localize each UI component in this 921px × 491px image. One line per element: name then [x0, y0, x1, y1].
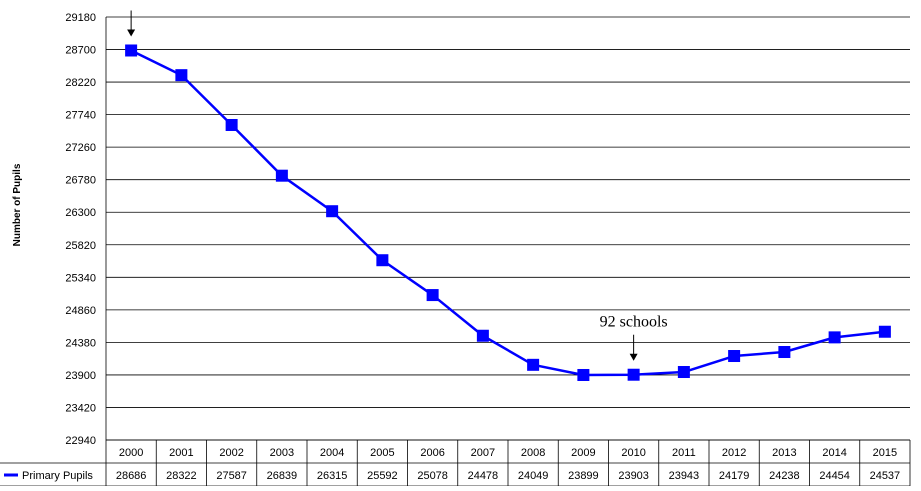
data-point-marker — [125, 44, 138, 57]
series-layer — [125, 44, 891, 381]
data-point-marker — [426, 289, 439, 302]
data-point-marker — [677, 366, 690, 379]
table-value-cell: 24478 — [468, 470, 499, 482]
y-tick-label: 23420 — [65, 402, 96, 414]
data-point-marker — [175, 69, 188, 82]
table-value-cell: 23903 — [618, 470, 649, 482]
data-point-marker — [225, 118, 238, 131]
annotation-label: 92 schools — [600, 314, 668, 331]
x-category-label: 2013 — [772, 447, 796, 459]
x-category-label: 2010 — [621, 447, 645, 459]
legend-label: Primary Pupils — [22, 470, 93, 482]
annotation-arrowhead — [629, 353, 638, 361]
data-point-marker — [778, 346, 791, 359]
table-value-cell: 25078 — [417, 470, 448, 482]
table-value-cell: 23943 — [669, 470, 700, 482]
table-value-cell: 28686 — [116, 470, 147, 482]
x-category-label: 2006 — [420, 447, 444, 459]
x-category-label: 2009 — [571, 447, 595, 459]
x-category-label: 2015 — [873, 447, 897, 459]
x-category-label: 2011 — [672, 447, 696, 459]
y-tick-label: 24860 — [65, 305, 96, 317]
annotation-arrowhead — [127, 29, 136, 37]
x-category-label: 2003 — [270, 447, 294, 459]
y-tick-label: 27260 — [65, 142, 96, 154]
data-point-marker — [527, 358, 540, 371]
y-tick-label: 25820 — [65, 240, 96, 252]
x-category-label: 2012 — [722, 447, 746, 459]
data-point-marker — [627, 368, 640, 381]
table-value-cell: 25592 — [367, 470, 398, 482]
y-tick-label: 24380 — [65, 337, 96, 349]
x-category-label: 2001 — [169, 447, 193, 459]
y-tick-label: 28700 — [65, 45, 96, 57]
x-category-label: 2014 — [822, 447, 846, 459]
table-value-cell: 24238 — [769, 470, 800, 482]
x-category-label: 2000 — [119, 447, 143, 459]
y-tick-label: 23900 — [65, 370, 96, 382]
table-value-cell: 24049 — [518, 470, 549, 482]
y-tick-label: 29180 — [65, 12, 96, 24]
x-category-label: 2004 — [320, 447, 344, 459]
data-point-marker — [878, 325, 891, 338]
table-value-cell: 28322 — [166, 470, 197, 482]
y-tick-label: 27740 — [65, 110, 96, 122]
data-point-marker — [275, 169, 288, 182]
table-value-cell: 24454 — [819, 470, 850, 482]
x-category-label: 2008 — [521, 447, 545, 459]
data-point-marker — [728, 350, 741, 363]
y-tick-labels: 29180 28700 28220 27740 27260 26780 26300 25820… — [65, 12, 96, 447]
y-tick-label: 22940 — [65, 435, 96, 447]
series-line — [130, 49, 886, 377]
x-category-label: 2002 — [219, 447, 243, 459]
y-tick-label: 28220 — [65, 77, 96, 89]
table-value-cell: 26315 — [317, 470, 348, 482]
data-point-marker — [577, 368, 590, 381]
y-axis-label: Number of Pupils — [12, 163, 23, 246]
data-table: 2000 2001 2002 2003 2004 2005 2006 2007 2008 2009… — [0, 439, 911, 487]
data-point-marker — [326, 205, 339, 218]
data-point-marker — [828, 331, 841, 344]
x-category-label: 2005 — [370, 447, 394, 459]
annotations: 92 schools — [127, 10, 668, 361]
y-tick-label: 26300 — [65, 207, 96, 219]
y-tick-label: 26780 — [65, 175, 96, 187]
table-value-cell: 23899 — [568, 470, 599, 482]
table-value-cell: 24537 — [870, 470, 901, 482]
table-value-cell: 27587 — [216, 470, 247, 482]
table-value-cell: 26839 — [267, 470, 298, 482]
data-point-marker — [376, 254, 389, 267]
x-category-label: 2007 — [471, 447, 495, 459]
data-point-marker — [476, 329, 489, 342]
y-tick-label: 25340 — [65, 272, 96, 284]
gridlines — [105, 16, 910, 441]
table-value-cell: 24179 — [719, 470, 750, 482]
